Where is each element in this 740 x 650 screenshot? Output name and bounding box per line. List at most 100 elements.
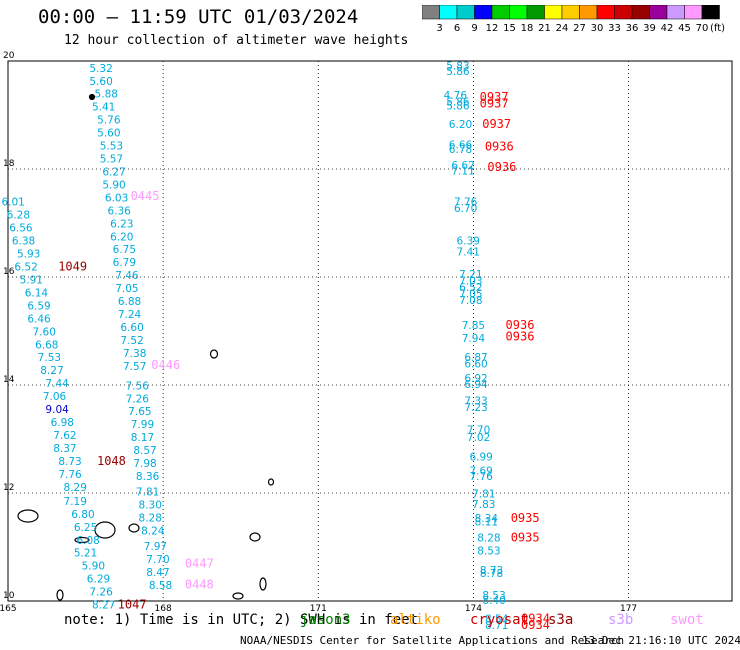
credit-text: NOAA/NESDIS Center for Satellite Applica… [240,634,625,647]
data-point: 8.34 [475,513,499,525]
island-outline [88,93,96,101]
island-outline [56,589,64,601]
data-point: 5.21 [74,548,97,560]
island-outline [74,536,90,544]
colorbar-tick-label: 21 [538,23,551,34]
time-label: 0448 [185,578,214,592]
data-point: 7.65 [128,406,151,418]
data-point: 6.99 [469,452,492,464]
time-label: 0934 [521,612,550,626]
colorbar-swatch [701,5,720,20]
data-point: 7.62 [53,430,76,442]
data-point: 8.37 [53,443,76,455]
data-point: 7.81 [136,487,159,499]
data-point: 7.21 [459,269,482,281]
data-point: 8.27 [92,600,115,612]
data-point: 6.39 [457,236,480,248]
data-point: 5.32 [89,63,112,75]
data-point: 5.41 [92,102,115,114]
data-point: 7.02 [467,432,490,444]
data-point: 6.68 [35,339,58,351]
colorbar-tick-label: 36 [626,23,639,34]
data-point: 5.53 [100,141,123,153]
time-label: 0445 [131,189,160,203]
data-point: 7.76 [58,469,82,481]
data-point: 7.98 [133,458,156,470]
data-point: 7.94 [462,333,486,345]
plot-frame [7,60,733,602]
colorbar-legend: 3 6 9 12 15 18 21 24 27 30 33 36 39 42 45 70 (ft) [422,5,725,34]
colorbar-unit-label: (ft) [710,23,725,34]
time-label: 0446 [151,358,180,372]
data-point: 6.92 [464,373,487,385]
data-point: 6.27 [102,166,125,178]
data-point: 6.88 [118,296,141,308]
data-point: 6.56 [9,223,33,235]
data-point: 6.60 [464,359,487,371]
data-point: 7.56 [126,380,150,392]
colorbar-tick-label: 3 [436,23,442,34]
data-point: 8.27 [40,365,63,377]
data-point: 7.05 [459,289,482,301]
data-point: 6.36 [107,205,131,217]
island-outline [249,532,261,542]
data-point: 9.04 [45,404,69,416]
colorbar-tick-label: 70 [696,23,709,34]
data-point: 7.70 [146,554,169,566]
data-point: 8.40 [482,595,505,607]
x-tick-label: 171 [310,604,327,614]
data-point: 7.38 [123,348,146,360]
y-tick-label: 14 [3,375,15,385]
data-point: 6.28 [7,210,30,222]
data-point: 8.30 [139,500,162,512]
y-tick-label: 20 [3,51,15,61]
data-point: 8.28 [139,513,162,525]
data-point: 5.86 [446,96,470,108]
data-point: 7.76 [454,197,478,209]
data-point: 6.20 [449,119,472,131]
y-tick-label: 16 [3,267,15,277]
time-label: 0937 [480,90,509,104]
page-title: 00:00 – 11:59 UTC 01/03/2024 [38,6,359,28]
data-point: 7.24 [118,309,142,321]
time-label: 0936 [487,160,516,174]
data-point: 5.93 [17,249,40,261]
data-point: 8.78 [480,568,503,580]
colorbar-tick-label: 18 [521,23,534,34]
satellite-legend-altiko: altiko [390,612,441,628]
y-tick-label: 12 [3,483,14,493]
data-point: 5.90 [102,179,125,191]
data-point: 6.38 [12,236,35,248]
time-label: 0937 [480,96,509,110]
data-point: 6.52 [459,282,482,294]
data-point: 7.76 [469,471,493,483]
data-point: 6.14 [25,287,49,299]
data-point: 7.97 [144,541,167,553]
data-point: 6.87 [464,352,487,364]
colorbar-tick-label: 39 [643,23,656,34]
data-point: 7.70 [467,425,490,437]
data-point: 6.78 [449,144,472,156]
data-point: 5.60 [97,128,120,140]
data-point: 6.70 [454,203,477,215]
island-outline [209,349,219,359]
time-label: 0937 [482,117,511,131]
data-point: 4.76 [444,90,468,102]
colorbar-tick-label: 27 [573,23,586,34]
colorbar-tick-label: 12 [486,23,499,34]
data-point: 8.29 [64,482,87,494]
data-point: 8.58 [149,580,172,592]
satellite-legend-s3a: s3a [548,612,574,628]
data-point: 7.26 [89,587,113,599]
data-point: 8.53 [477,546,500,558]
data-point: 7.85 [462,320,485,332]
data-point: 6.52 [14,262,37,274]
satellite-legend-swot: swot [670,612,704,628]
data-point: 6.08 [76,535,99,547]
data-point: 8.11 [475,516,498,528]
data-point: 7.11 [451,165,474,177]
data-point: 6.62 [451,160,474,172]
data-point: 7.83 [472,499,495,511]
data-point: 6.59 [27,300,50,312]
data-point: 7.53 [38,352,61,364]
